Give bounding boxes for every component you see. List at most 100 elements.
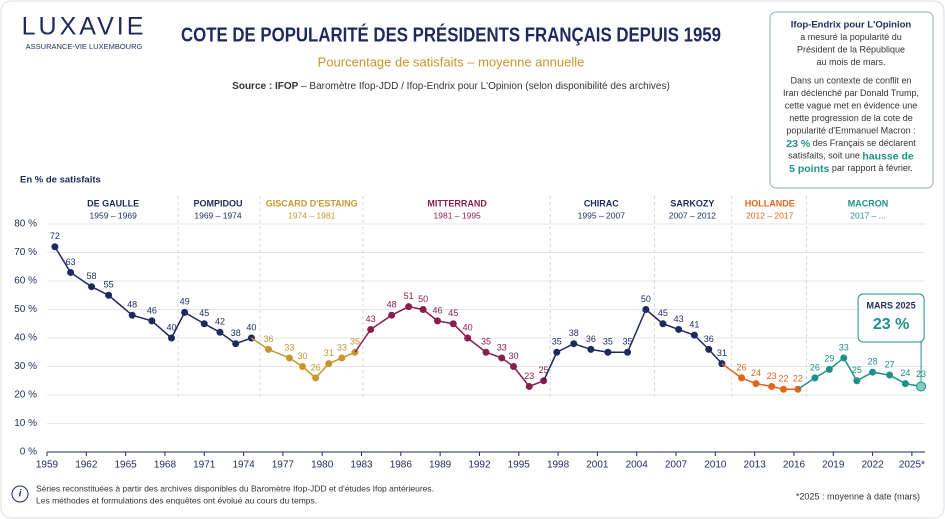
brand-tagline: ASSURANCE-VIE LUXEMBOURG <box>26 42 143 51</box>
value-label: 35 <box>481 337 491 347</box>
data-point <box>510 363 518 370</box>
x-tick-label: 1974 <box>232 460 255 471</box>
info-letter: i <box>19 489 22 500</box>
value-label: 26 <box>810 362 820 372</box>
value-label: 24 <box>900 368 910 378</box>
value-label: 30 <box>509 351 519 361</box>
chart-title: COTE DE POPULARITÉ DES PRÉSIDENTS FRANÇA… <box>181 23 721 46</box>
data-point <box>128 311 136 319</box>
value-label: 22 <box>778 374 788 384</box>
data-point <box>853 377 861 385</box>
president-period: 1974 – 1981 <box>288 210 336 220</box>
x-tick-label: 2010 <box>704 460 727 471</box>
y-tick-label: 80 % <box>14 219 37 230</box>
value-label: 33 <box>337 342 347 352</box>
value-label: 33 <box>497 342 507 352</box>
value-label: 36 <box>704 334 714 344</box>
callout-box <box>857 293 925 343</box>
value-label: 25 <box>852 365 862 375</box>
president-period: 1959 – 1969 <box>90 210 138 220</box>
data-point <box>738 374 746 382</box>
president-period: 1995 – 2007 <box>578 210 626 220</box>
brand-name: LUXAVIE <box>22 13 147 41</box>
connector <box>721 363 742 379</box>
x-tick-label: 2016 <box>783 460 806 471</box>
data-point <box>482 348 490 356</box>
value-label: 38 <box>569 328 579 338</box>
info-icon <box>11 485 29 503</box>
value-label: 55 <box>104 280 114 290</box>
data-point <box>148 317 156 325</box>
data-point <box>886 371 894 379</box>
value-label: 41 <box>689 320 699 330</box>
value-label: 28 <box>868 357 878 367</box>
data-point <box>869 368 877 376</box>
data-point <box>449 320 457 328</box>
y-tick-label: 50 % <box>14 304 37 315</box>
note-line: 23 % des Français se déclarent <box>786 138 916 150</box>
data-point <box>779 385 787 393</box>
value-label: 23 <box>524 371 534 381</box>
value-label: 38 <box>231 328 241 338</box>
callout-title: MARS 2025 <box>867 300 916 310</box>
y-tick-label: 60 % <box>14 276 37 287</box>
x-tick-label: 1962 <box>75 460 98 471</box>
callout-value: 23 % <box>873 316 909 333</box>
x-tick-label: 1995 <box>508 460 531 471</box>
connector <box>354 329 372 353</box>
data-point <box>388 311 396 319</box>
source-text: – Baromètre Ifop-JDD / Ifop-Endrix pour … <box>298 81 670 92</box>
value-label: 29 <box>824 354 834 364</box>
footnote-asterisk: *2025 : moyenne à date (mars) <box>796 491 920 501</box>
y-axis-label: En % de satisfaits <box>20 175 101 186</box>
y-tick-label: 10 % <box>14 418 37 429</box>
president-name: GISCARD D'ESTAING <box>266 198 358 208</box>
data-point <box>216 328 224 336</box>
note-line: popularité d'Emmanuel Macron : <box>786 126 915 136</box>
data-point <box>312 374 320 382</box>
data-point <box>811 374 819 382</box>
value-label: 40 <box>166 322 176 332</box>
x-tick-label: 2013 <box>744 460 767 471</box>
data-point <box>624 348 632 356</box>
source: Source : IFOP – Baromètre Ifop-JDD / Ifo… <box>232 81 670 92</box>
president-name: SARKOZY <box>670 198 714 208</box>
value-label: 33 <box>284 342 294 352</box>
y-tick-label: 0 % <box>20 447 37 458</box>
footnote-line: Séries reconstituées à partir des archiv… <box>36 483 434 493</box>
president-name: MACRON <box>848 198 889 208</box>
note-segment: Dans un contexte de conflit en <box>790 76 911 86</box>
value-label: 40 <box>246 322 256 332</box>
footnote-line: Les méthodes et formulations des enquête… <box>36 495 317 505</box>
data-point <box>88 283 96 291</box>
data-point <box>604 348 612 356</box>
value-label: 35 <box>350 337 360 347</box>
x-tick-label: 2001 <box>586 460 609 471</box>
note-line: cette vague met en évidence une <box>785 101 918 111</box>
data-point <box>916 381 927 392</box>
x-tick-label: 2025* <box>899 460 925 471</box>
president-name: HOLLANDE <box>745 198 795 208</box>
x-tick-label: 2007 <box>665 460 688 471</box>
value-label: 22 <box>793 374 803 384</box>
x-tick-label: 1986 <box>390 460 413 471</box>
value-label: 25 <box>539 365 549 375</box>
note-line: Président de la République <box>797 45 905 55</box>
value-label: 26 <box>737 362 747 372</box>
data-point <box>464 334 472 342</box>
data-point <box>264 345 272 353</box>
data-point <box>525 382 533 390</box>
note-line: nette progression de la cote de <box>789 113 913 123</box>
data-point <box>299 363 307 370</box>
note-segment: nette progression de la cote de <box>789 113 913 123</box>
data-point <box>675 325 683 333</box>
note-line: Dans un contexte de conflit en <box>790 76 911 86</box>
data-point <box>434 317 442 325</box>
data-point <box>840 354 848 362</box>
president-name: DE GAULLE <box>87 198 139 208</box>
note-highlight: 5 points <box>789 163 829 175</box>
note-line: au mois de mars. <box>816 57 885 67</box>
note-line: a mesuré la popularité du <box>800 32 902 42</box>
president-name: MITTERRAND <box>427 198 487 208</box>
